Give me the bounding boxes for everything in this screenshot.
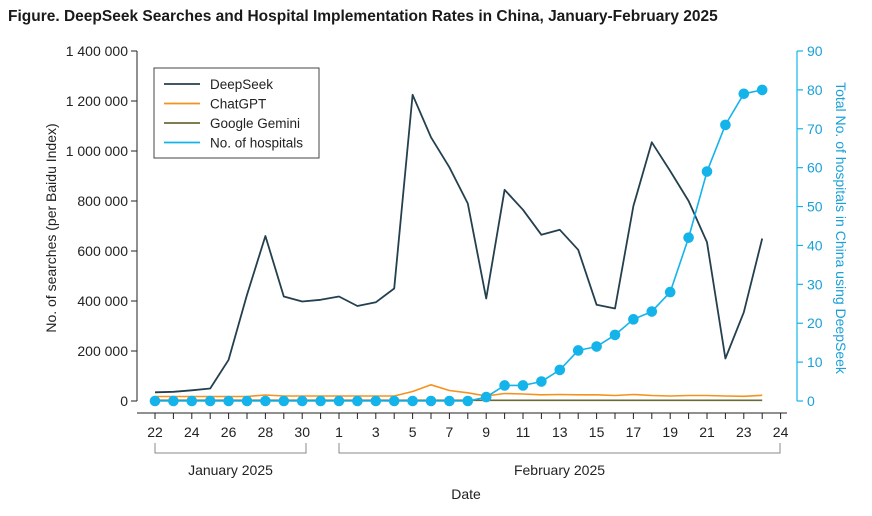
x-tick-label: 22 [147, 424, 163, 440]
x-tick-label: 26 [221, 424, 237, 440]
y-tick-label: 600 000 [77, 243, 128, 259]
axes: 0 200 000 400 000 600 000 800 000 1 000 000 1 … [43, 43, 849, 502]
hospital-point [738, 88, 750, 100]
hospital-point [278, 395, 290, 407]
y2-tick-label: 50 [807, 199, 823, 215]
hospital-point [664, 286, 676, 298]
hospital-point [149, 395, 161, 407]
x-tick-label: 15 [589, 424, 605, 440]
month-label: February 2025 [514, 462, 605, 478]
x-tick-label: 17 [626, 424, 642, 440]
hospital-point [425, 395, 437, 407]
series-line-deepseek [154, 93, 764, 394]
hospital-point [756, 84, 768, 96]
hospital-point [333, 395, 345, 407]
x-tick-label: 30 [294, 424, 310, 440]
y2-tick-label: 60 [807, 160, 823, 176]
x-tick-label: 24 [773, 424, 789, 440]
hospital-point [315, 395, 326, 407]
hospital-point [480, 391, 492, 403]
hospital-point [388, 395, 400, 407]
bracket-february: February 2025 [338, 443, 781, 478]
hospital-point [204, 395, 216, 407]
x-tick-label: 7 [446, 424, 454, 440]
hospital-point [296, 395, 308, 407]
y2-tick-label: 80 [807, 82, 823, 98]
hospital-point [444, 395, 455, 407]
x-tick-label: 11 [516, 424, 531, 440]
hospital-point [572, 345, 584, 356]
hospital-point [591, 341, 602, 352]
hospital-point [720, 119, 731, 131]
month-label: January 2025 [188, 462, 273, 478]
legend-label-deepseek: DeepSeek [210, 77, 273, 92]
legend-label-no-of-hospitals: No. of hospitals [210, 136, 303, 151]
x-tick-label: 21 [699, 424, 715, 440]
y2-tick-label: 70 [807, 121, 823, 137]
legend: DeepSeek ChatGPT Google Gemini No. of hospi… [153, 67, 320, 159]
y2-tick-label: 90 [807, 43, 823, 59]
hospital-point [223, 395, 234, 407]
x-axis-title: Date [451, 486, 481, 502]
series-layer [149, 84, 768, 407]
y2-tick-label: 10 [807, 354, 823, 370]
series-line-chatgpt [155, 383, 763, 398]
hospital-point [499, 380, 510, 391]
month-bracket [338, 443, 781, 454]
hospital-point [517, 380, 529, 391]
y-tick-label: 1 200 000 [66, 93, 128, 109]
hospital-point [168, 395, 179, 407]
y-tick-label: 400 000 [77, 293, 128, 309]
y2-tick-label: 40 [807, 237, 823, 253]
hospital-point [628, 314, 639, 325]
y-axis-title: No. of searches (per Baidu Index) [43, 123, 59, 332]
y2-axis-title: Total No. of hospitals in China using De… [833, 82, 849, 375]
hospital-point [241, 395, 253, 407]
y-tick-label: 200 000 [77, 343, 128, 359]
hospital-point [646, 306, 658, 317]
x-tick-label: 5 [409, 424, 417, 440]
x-tick-label: 28 [258, 424, 274, 440]
y2-tick-label: 20 [807, 315, 823, 331]
legend-label-chatgpt: ChatGPT [210, 97, 266, 112]
bracket-january: January 2025 [154, 443, 307, 478]
x-tick-label: 24 [184, 424, 200, 440]
hospital-point [609, 329, 621, 341]
x-tick-label: 23 [736, 424, 752, 440]
x-tick-label: 3 [372, 424, 380, 440]
legend-label-google-gemini: Google Gemini [210, 116, 300, 131]
hospital-point [554, 364, 566, 376]
hospital-point [370, 395, 382, 407]
figure-title: Figure. DeepSeek Searches and Hospital I… [8, 8, 718, 25]
hospital-point [462, 395, 474, 407]
y-tick-label: 1 000 000 [66, 143, 128, 159]
y2-tick-label: 30 [807, 276, 823, 292]
x-tick-label: 1 [335, 424, 343, 440]
hospital-point [352, 395, 363, 407]
y2-tick-label: 0 [807, 393, 815, 409]
series-line-no-of-hospitals [155, 89, 763, 402]
hospital-point [701, 166, 713, 177]
hospital-point [260, 395, 271, 407]
hospital-point [186, 395, 198, 407]
y-tick-label: 0 [120, 393, 128, 409]
x-tick-label: 19 [662, 424, 678, 440]
hospital-point [407, 395, 418, 407]
y-tick-label: 1 400 000 [66, 43, 128, 59]
x-tick-label: 13 [552, 424, 568, 440]
y-tick-label: 800 000 [77, 193, 128, 209]
hospital-point [683, 232, 694, 243]
month-bracket [154, 443, 307, 454]
x-tick-label: 9 [482, 424, 490, 440]
hospital-point [536, 376, 547, 387]
